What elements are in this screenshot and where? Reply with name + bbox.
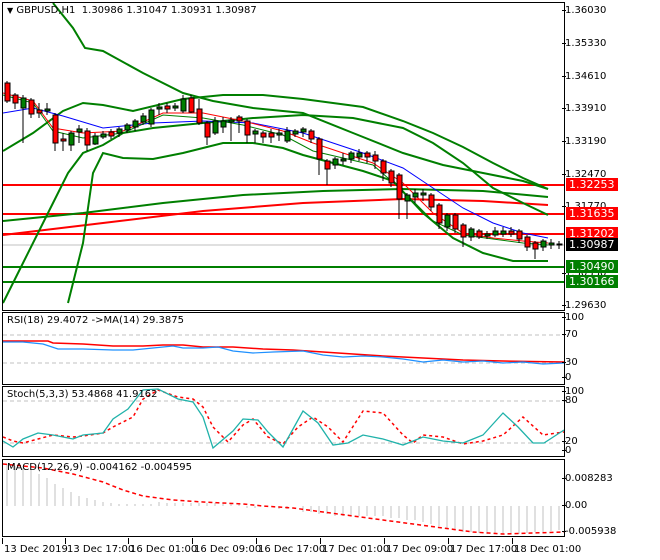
macd-panel[interactable]: MACD(12,26,9) -0.004162 -0.004595 (2, 459, 565, 537)
macd-tick: 0.00 (561, 500, 588, 511)
rsi-tick: 30 (562, 357, 578, 368)
price-tick: 1.35330 (561, 38, 607, 49)
stoch-tick: 0 (561, 445, 572, 456)
price-tick: 1.33910 (561, 103, 607, 114)
rsi-plot (3, 334, 564, 365)
triangle-down-icon[interactable]: ▼ (7, 6, 14, 15)
price-tick: 1.30330 (561, 268, 607, 279)
rsi-panel[interactable]: RSI(18) 29.4072 ->MA(14) 29.3875 (2, 312, 565, 385)
rsi-tick: 70 (562, 329, 578, 340)
macd-tick: 0.008283 (562, 473, 613, 484)
time-tick: 17 Dec 01:00 (319, 538, 390, 555)
main-chart-panel[interactable]: ▼ GBPUSD,H1 1.30986 1.31047 1.30931 1.30… (2, 2, 565, 311)
price-tick: 1.34610 (561, 71, 607, 82)
stoch-title: Stoch(5,3,3) 53.4868 41.9162 (7, 389, 158, 400)
macd-tick: -0.005938 (561, 526, 617, 537)
macd-plot (3, 463, 564, 535)
macd-axis: 0.008283 0.00 -0.005938 (561, 459, 660, 537)
rsi-axis: 100 70 30 0 (561, 312, 660, 384)
rsi-tick: 100 (561, 312, 585, 323)
level-label-resistance-2: 1.31635 (566, 207, 618, 220)
time-tick: 16 Dec 09:00 (191, 538, 262, 555)
price-tick: 1.36030 (561, 5, 607, 16)
stoch-tick: 80 (562, 395, 578, 406)
macd-histogram (6, 464, 560, 534)
level-label-support-1: 1.30490 (566, 260, 618, 273)
symbol-label: GBPUSD,H1 (16, 5, 76, 16)
level-label-resistance-3: 1.31202 (566, 227, 618, 240)
candles (4, 81, 563, 259)
price-axis: 1.36030 1.35330 1.34610 1.33910 1.33190 … (561, 0, 660, 311)
price-tick: 1.29630 (561, 300, 607, 311)
stoch-axis: 100 80 20 0 (561, 386, 660, 456)
stoch-tick: 100 (561, 386, 585, 397)
time-tick: 13 Dec 2019 (2, 538, 68, 555)
time-tick: 16 Dec 01:00 (127, 538, 198, 555)
price-plot (3, 3, 564, 304)
price-tick: 1.33190 (561, 136, 607, 147)
macd-title: MACD(12,26,9) -0.004162 -0.004595 (7, 462, 192, 473)
rsi-title: RSI(18) 29.4072 ->MA(14) 29.3875 (7, 315, 184, 326)
time-tick: 17 Dec 09:00 (383, 538, 454, 555)
ohlc-values: 1.30986 1.31047 1.30931 1.30987 (81, 5, 257, 16)
rsi-tick: 0 (561, 372, 572, 383)
time-tick: 17 Dec 17:00 (447, 538, 518, 555)
stochastic-panel[interactable]: Stoch(5,3,3) 53.4868 41.9162 (2, 386, 565, 457)
time-tick: 18 Dec 01:00 (511, 538, 582, 555)
stoch-plot (3, 388, 564, 450)
time-tick: 16 Dec 17:00 (255, 538, 326, 555)
chart-header: ▼ GBPUSD,H1 1.30986 1.31047 1.30931 1.30… (7, 5, 257, 16)
stoch-tick: 20 (562, 436, 578, 447)
level-label-support-2: 1.30166 (566, 275, 618, 288)
price-tick: 1.31770 (561, 201, 606, 212)
current-price-label: 1.30987 (566, 238, 618, 251)
time-axis: 13 Dec 2019 13 Dec 17:00 16 Dec 01:00 16… (0, 538, 581, 560)
time-tick: 13 Dec 17:00 (64, 538, 135, 555)
level-label-resistance-1: 1.32253 (566, 178, 618, 191)
macd-signal-line (3, 463, 564, 535)
price-tick: 1.32470 (561, 169, 607, 180)
